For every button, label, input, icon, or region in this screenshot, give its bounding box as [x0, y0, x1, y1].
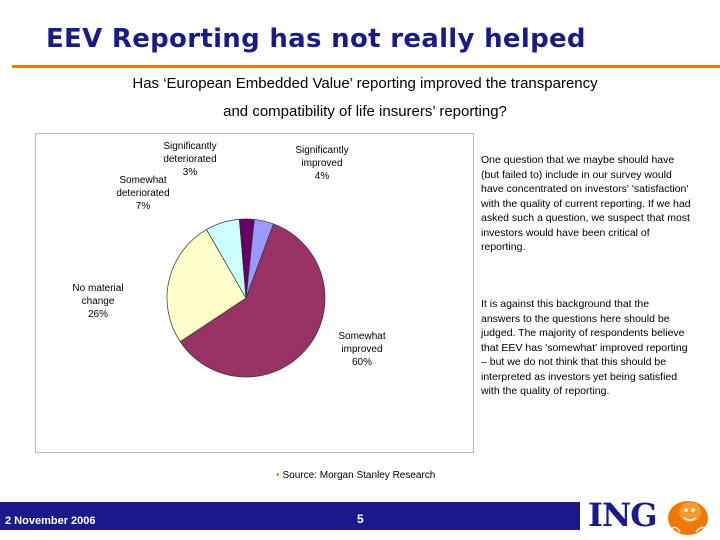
question-line-2: and compatibility of life insurers’ repo…	[223, 103, 507, 120]
pie-label-somewhat-improved: Somewhat improved 60%	[338, 331, 385, 368]
pie-label-significantly-improved: Significantly improved 4%	[295, 145, 348, 182]
pie-label-no-material-change: No material change 26%	[72, 283, 123, 320]
pie-label-significantly-deteriorated: Significantly deteriorated 3%	[163, 141, 216, 178]
source-bullet: •	[276, 470, 280, 481]
footer-bar	[0, 502, 580, 530]
pie-chart: Significantly improved 4% Somewhat improved 6…	[72, 141, 386, 378]
page-number: 5	[357, 512, 364, 526]
source-note: • Source: Morgan Stanley Research	[276, 470, 435, 481]
pie-slice-somewhat-improved	[179, 223, 326, 378]
pie-chart-panel: Significantly improved 4% Somewhat improved 6…	[35, 133, 474, 453]
logo-wordmark: ING	[588, 496, 658, 534]
pie-slice-significantly-deteriorated	[239, 218, 255, 299]
question-line-1: Has ‘European Embedded Value’ reporting …	[132, 75, 598, 92]
pie-label-somewhat-deteriorated: Somewhat deteriorated 7%	[116, 175, 169, 212]
commentary-paragraph-2: It is against this background that the a…	[481, 298, 688, 397]
lion-icon	[668, 501, 709, 535]
source-text: Source: Morgan Stanley Research	[282, 470, 436, 481]
footer-date: 2 November 2006	[5, 515, 96, 527]
title-divider	[12, 65, 720, 68]
pie-slice-no-material-change	[166, 229, 247, 343]
commentary-paragraph-1: One question that we maybe should have (…	[481, 154, 691, 253]
ing-logo: ING	[586, 494, 718, 538]
slide-title: EEV Reporting has not really helped	[46, 24, 586, 54]
